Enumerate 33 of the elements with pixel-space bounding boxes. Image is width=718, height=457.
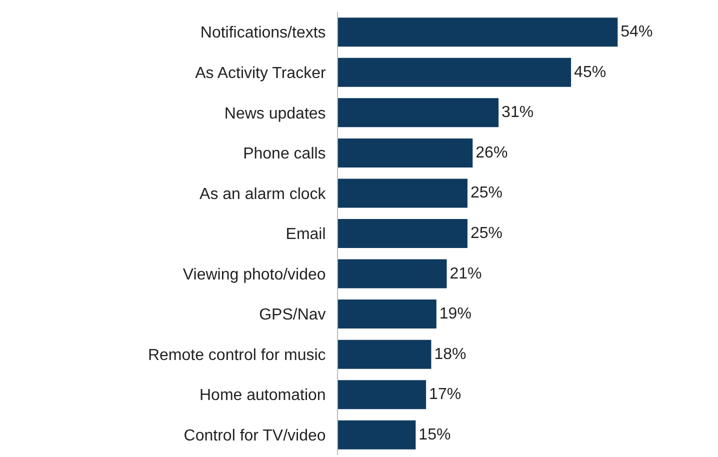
data-label: 15% (418, 426, 451, 444)
bar (338, 420, 416, 450)
bar (338, 178, 468, 208)
y-tick-label: Viewing photo/video (182, 266, 326, 284)
bar (338, 138, 473, 168)
data-label: 26% (476, 144, 508, 162)
y-tick-label: Notifications/texts (200, 24, 326, 42)
bar (338, 98, 499, 128)
y-tick-label: News updates (224, 105, 326, 122)
y-tick-label: Phone calls (243, 146, 326, 163)
data-label: 31% (502, 104, 534, 122)
data-label: 19% (439, 306, 472, 323)
y-tick-label: Remote control for music (148, 346, 326, 364)
y-tick-label: As an alarm clock (200, 186, 327, 203)
y-tick-label: Email (286, 226, 326, 244)
bar (338, 58, 572, 87)
data-label: 21% (450, 265, 482, 282)
y-tick-label: As Activity Tracker (195, 65, 326, 82)
y-tick-label: Home automation (200, 387, 326, 404)
bar (338, 18, 618, 47)
bar (338, 300, 436, 329)
bar (338, 259, 447, 288)
data-label: 54% (620, 24, 653, 41)
bar (338, 219, 468, 248)
data-label: 17% (429, 386, 462, 404)
bar (338, 340, 432, 369)
data-label: 45% (574, 64, 606, 81)
bar (338, 380, 426, 410)
data-label: 18% (434, 346, 466, 363)
data-label: 25% (470, 225, 502, 242)
y-tick-label: GPS/Nav (259, 306, 326, 324)
y-tick-label: Control for TV/video (184, 427, 326, 444)
data-label: 25% (470, 184, 502, 202)
